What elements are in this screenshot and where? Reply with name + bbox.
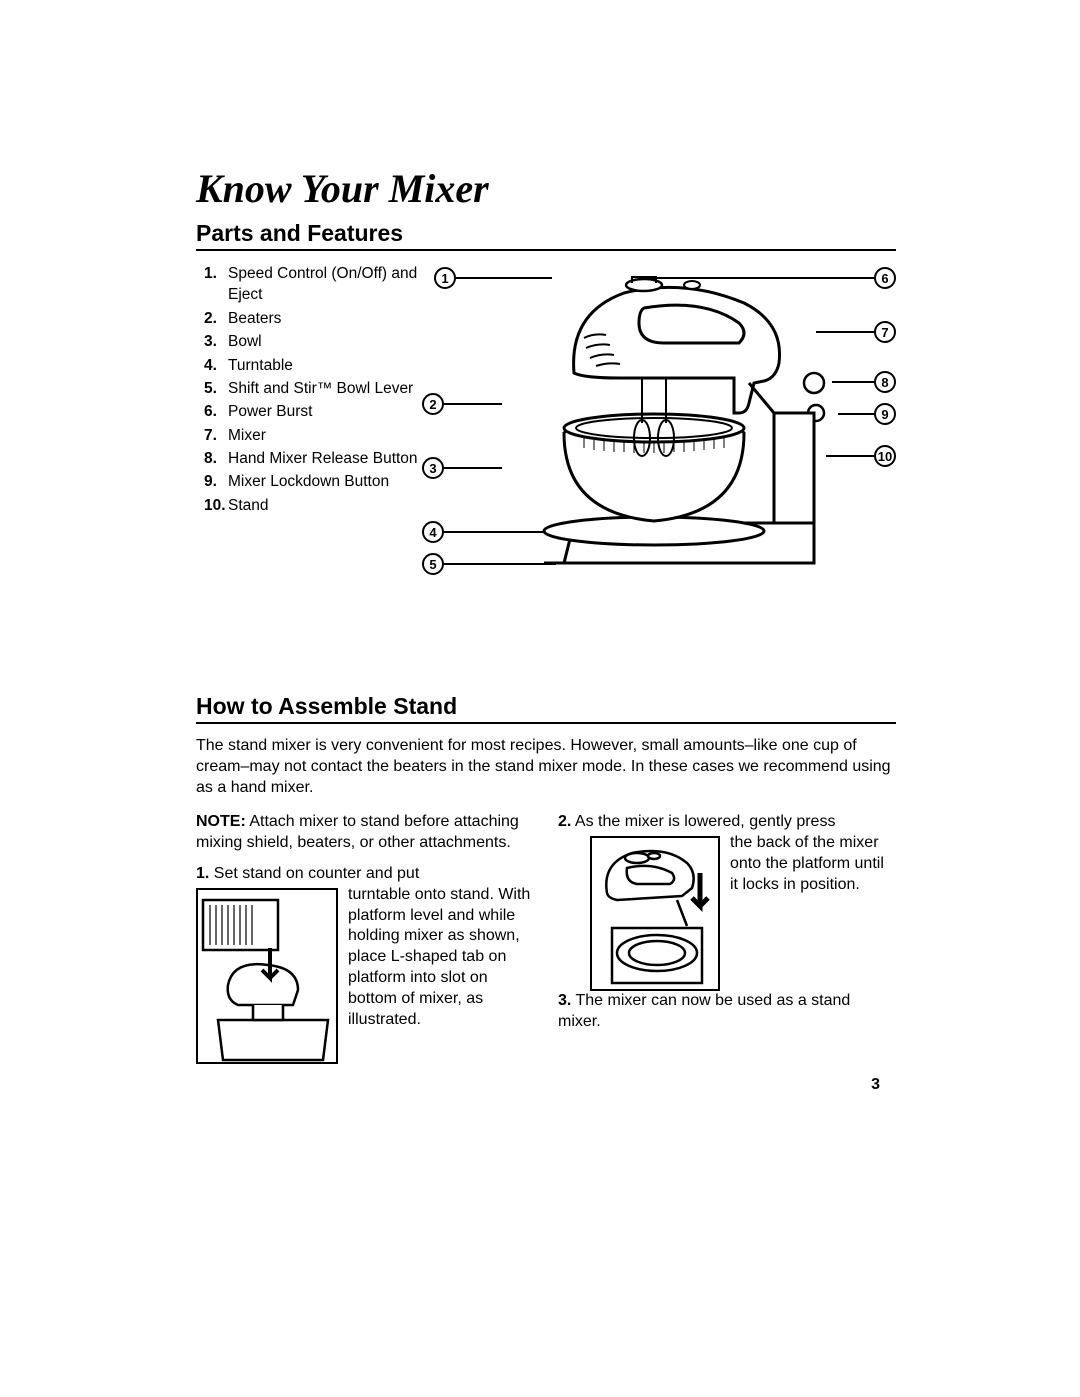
section-assemble-heading: How to Assemble Stand bbox=[196, 693, 896, 724]
list-item: 3.Bowl bbox=[204, 331, 430, 352]
step-2-lead: 2. As the mixer is lowered, gently press bbox=[558, 812, 894, 833]
note-text: NOTE: Attach mixer to stand before attac… bbox=[196, 812, 532, 854]
callout-4: 4 bbox=[422, 521, 444, 543]
callout-3: 3 bbox=[422, 457, 444, 479]
section-parts-heading: Parts and Features bbox=[196, 220, 896, 251]
list-item: 5.Shift and Stir™ Bowl Lever bbox=[204, 378, 430, 399]
mixer-diagram: 1 2 3 4 5 6 7 8 9 10 bbox=[434, 263, 896, 603]
callout-10: 10 bbox=[874, 445, 896, 467]
intro-text: The stand mixer is very convenient for m… bbox=[196, 736, 896, 798]
callout-6: 6 bbox=[874, 267, 896, 289]
page-title: Know Your Mixer bbox=[196, 165, 896, 212]
callout-1: 1 bbox=[434, 267, 456, 289]
list-item: 7.Mixer bbox=[204, 425, 430, 446]
list-item: 4.Turntable bbox=[204, 355, 430, 376]
callout-2: 2 bbox=[422, 393, 444, 415]
list-item: 8.Hand Mixer Release Button bbox=[204, 448, 430, 469]
list-item: 1.Speed Control (On/Off) and Eject bbox=[204, 263, 430, 306]
callout-8: 8 bbox=[874, 371, 896, 393]
callout-9: 9 bbox=[874, 403, 896, 425]
list-item: 6.Power Burst bbox=[204, 401, 430, 422]
parts-list: 1.Speed Control (On/Off) and Eject 2.Bea… bbox=[196, 263, 430, 603]
illustration-step1 bbox=[196, 888, 338, 1064]
list-item: 10.Stand bbox=[204, 495, 430, 516]
page-number: 3 bbox=[871, 1076, 880, 1094]
callout-5: 5 bbox=[422, 553, 444, 575]
list-item: 9.Mixer Lockdown Button bbox=[204, 471, 430, 492]
callout-7: 7 bbox=[874, 321, 896, 343]
step-1-body: turntable onto stand. With platform leve… bbox=[348, 885, 532, 1031]
illustration-step2 bbox=[590, 836, 720, 991]
step-1-lead: 1. Set stand on counter and put bbox=[196, 864, 532, 885]
left-column: NOTE: Attach mixer to stand before attac… bbox=[196, 812, 532, 1063]
step-3: 3. The mixer can now be used as a stand … bbox=[558, 991, 894, 1033]
list-item: 2.Beaters bbox=[204, 308, 430, 329]
right-column: 2. As the mixer is lowered, gently press bbox=[558, 812, 894, 1063]
mixer-illustration bbox=[514, 263, 844, 598]
